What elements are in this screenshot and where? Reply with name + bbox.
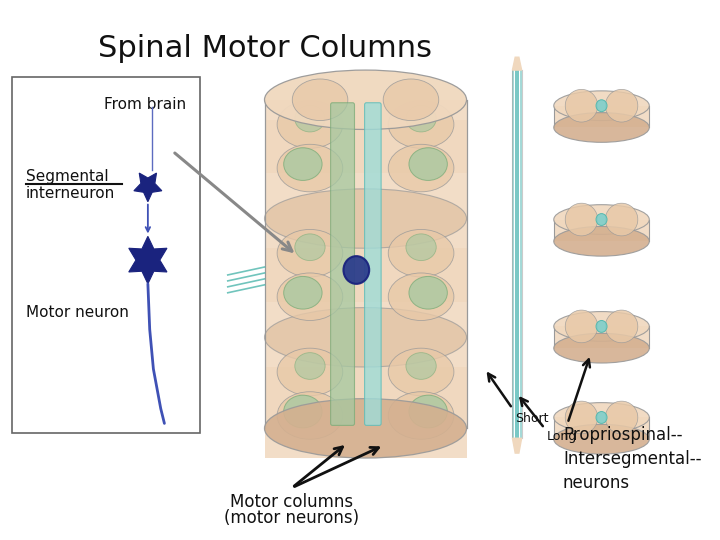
Circle shape bbox=[596, 100, 607, 112]
Ellipse shape bbox=[554, 333, 649, 363]
Ellipse shape bbox=[388, 230, 454, 277]
Ellipse shape bbox=[565, 203, 598, 236]
Text: Motor columns: Motor columns bbox=[230, 492, 354, 511]
Ellipse shape bbox=[565, 310, 598, 343]
Ellipse shape bbox=[277, 230, 343, 277]
Ellipse shape bbox=[409, 276, 447, 309]
Polygon shape bbox=[134, 173, 162, 202]
Bar bbox=[554, 106, 649, 127]
Bar bbox=[554, 326, 649, 348]
Ellipse shape bbox=[277, 348, 343, 396]
Text: Motor neuron: Motor neuron bbox=[26, 305, 129, 320]
Ellipse shape bbox=[554, 113, 649, 143]
Circle shape bbox=[596, 411, 607, 423]
Text: (motor neurons): (motor neurons) bbox=[225, 509, 359, 526]
Bar bbox=[264, 100, 467, 458]
Ellipse shape bbox=[409, 395, 447, 428]
Ellipse shape bbox=[284, 395, 322, 428]
Ellipse shape bbox=[388, 348, 454, 396]
Ellipse shape bbox=[606, 310, 638, 343]
Ellipse shape bbox=[554, 91, 649, 120]
Ellipse shape bbox=[388, 392, 454, 439]
Ellipse shape bbox=[264, 399, 467, 458]
Bar bbox=[264, 248, 467, 302]
Bar bbox=[554, 417, 649, 439]
Text: Long: Long bbox=[546, 430, 577, 443]
Circle shape bbox=[596, 320, 607, 332]
Ellipse shape bbox=[294, 234, 325, 261]
Polygon shape bbox=[513, 57, 521, 70]
Text: From brain: From brain bbox=[104, 97, 186, 112]
Ellipse shape bbox=[383, 79, 438, 120]
Ellipse shape bbox=[406, 105, 436, 132]
Text: Spinal Motor Columns: Spinal Motor Columns bbox=[97, 35, 431, 63]
FancyBboxPatch shape bbox=[330, 103, 354, 426]
Ellipse shape bbox=[284, 148, 322, 180]
Polygon shape bbox=[513, 438, 521, 453]
Ellipse shape bbox=[406, 234, 436, 261]
Ellipse shape bbox=[409, 148, 447, 180]
Ellipse shape bbox=[606, 203, 638, 236]
Text: Propriospinal--
Intersegmental--
neurons: Propriospinal-- Intersegmental-- neurons bbox=[563, 427, 701, 491]
FancyBboxPatch shape bbox=[364, 103, 381, 426]
Text: interneuron: interneuron bbox=[26, 186, 115, 201]
Ellipse shape bbox=[294, 353, 325, 380]
Ellipse shape bbox=[406, 353, 436, 380]
Bar bbox=[12, 77, 200, 433]
Ellipse shape bbox=[554, 312, 649, 341]
Polygon shape bbox=[129, 237, 167, 284]
Circle shape bbox=[343, 256, 369, 284]
Ellipse shape bbox=[264, 189, 467, 248]
Bar bbox=[264, 119, 467, 173]
Ellipse shape bbox=[606, 401, 638, 434]
Ellipse shape bbox=[554, 403, 649, 433]
Ellipse shape bbox=[565, 90, 598, 122]
Ellipse shape bbox=[388, 144, 454, 192]
Ellipse shape bbox=[294, 105, 325, 132]
Ellipse shape bbox=[292, 79, 348, 120]
Ellipse shape bbox=[264, 308, 467, 367]
Ellipse shape bbox=[277, 101, 343, 148]
Ellipse shape bbox=[277, 273, 343, 320]
Ellipse shape bbox=[565, 401, 598, 434]
Circle shape bbox=[596, 214, 607, 226]
Ellipse shape bbox=[554, 205, 649, 234]
Bar bbox=[264, 367, 467, 421]
Ellipse shape bbox=[606, 90, 638, 122]
Ellipse shape bbox=[554, 424, 649, 454]
Ellipse shape bbox=[388, 273, 454, 320]
Ellipse shape bbox=[277, 392, 343, 439]
Text: Segmental: Segmental bbox=[26, 169, 109, 184]
Ellipse shape bbox=[388, 101, 454, 148]
Ellipse shape bbox=[554, 226, 649, 256]
Ellipse shape bbox=[284, 276, 322, 309]
Text: Short: Short bbox=[516, 411, 549, 424]
Ellipse shape bbox=[277, 144, 343, 192]
Bar bbox=[554, 220, 649, 241]
Ellipse shape bbox=[264, 70, 467, 130]
